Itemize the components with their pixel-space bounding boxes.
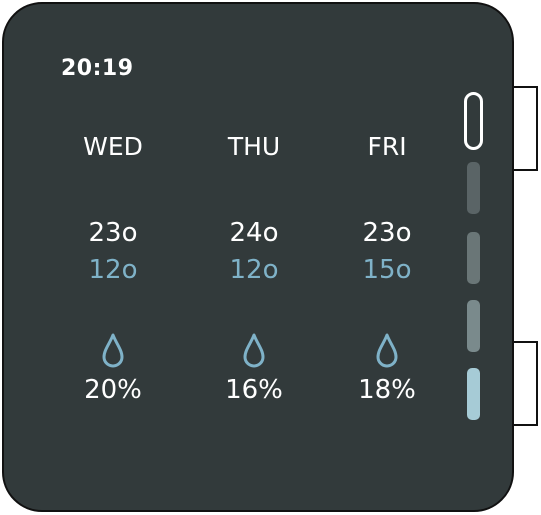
- page-indicator-dot[interactable]: [467, 300, 480, 352]
- day-name: FRI: [367, 132, 407, 161]
- page-indicator-dot[interactable]: [467, 368, 480, 420]
- day-name: WED: [83, 132, 143, 161]
- water-drop-icon: [102, 333, 124, 368]
- forecast-day-wed: WED 23o 12o 20%: [53, 4, 173, 514]
- page-indicator: [464, 92, 484, 432]
- high-temperature: 23o: [362, 218, 412, 248]
- low-temperature: 12o: [88, 255, 138, 285]
- forecast-day-fri: FRI 23o 15o 18%: [327, 4, 447, 514]
- water-drop-icon: [243, 333, 265, 368]
- page-indicator-current[interactable]: [464, 92, 483, 150]
- high-temperature: 24o: [229, 218, 279, 248]
- low-temperature: 12o: [229, 255, 279, 285]
- precipitation-chance: 18%: [358, 375, 416, 405]
- precipitation-chance: 20%: [84, 375, 142, 405]
- side-button-top[interactable]: [512, 86, 538, 171]
- water-drop-icon: [376, 333, 398, 368]
- day-name: THU: [227, 132, 281, 161]
- side-button-bottom[interactable]: [512, 341, 538, 426]
- high-temperature: 23o: [88, 218, 138, 248]
- precipitation-chance: 16%: [225, 375, 283, 405]
- low-temperature: 15o: [362, 255, 412, 285]
- page-indicator-dot[interactable]: [467, 232, 480, 284]
- clock-time: 20:19: [61, 56, 134, 81]
- forecast-day-thu: THU 24o 12o 16%: [194, 4, 314, 514]
- watch-screen: 20:19 WED 23o 12o 20% THU 24o 12o 16% FR…: [2, 2, 514, 512]
- page-indicator-dot[interactable]: [467, 162, 480, 214]
